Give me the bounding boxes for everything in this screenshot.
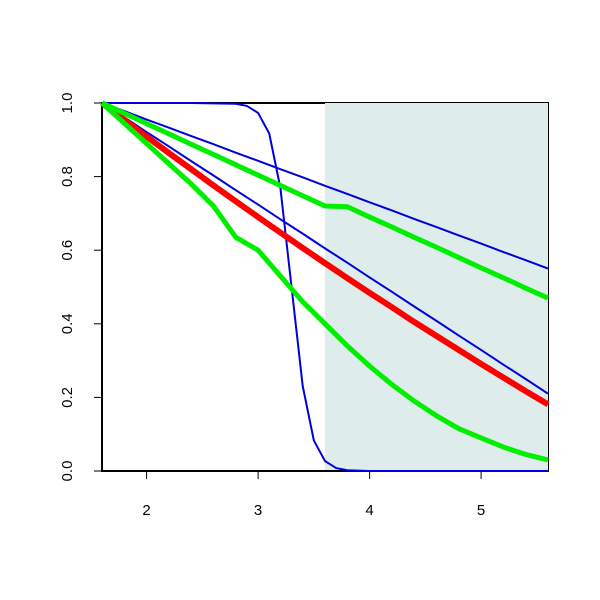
series-line [100,100,550,301]
series-line [102,102,548,472]
series-line [101,102,549,395]
y-tick-label: 1.0 [59,93,76,114]
x-tick-label: 5 [477,502,485,519]
y-tick-label: 0.2 [59,387,76,408]
x-tick-label: 4 [365,502,373,519]
y-tick-label: 0.8 [59,166,76,187]
x-tick-label: 3 [254,502,262,519]
x-tick-label: 2 [142,502,150,519]
series-line [100,100,550,407]
series-line [100,101,549,463]
y-tick-label: 0.4 [59,313,76,334]
y-tick-label: 0.6 [59,240,76,261]
y-tick-label: 0.0 [59,461,76,482]
series-line [101,102,549,270]
